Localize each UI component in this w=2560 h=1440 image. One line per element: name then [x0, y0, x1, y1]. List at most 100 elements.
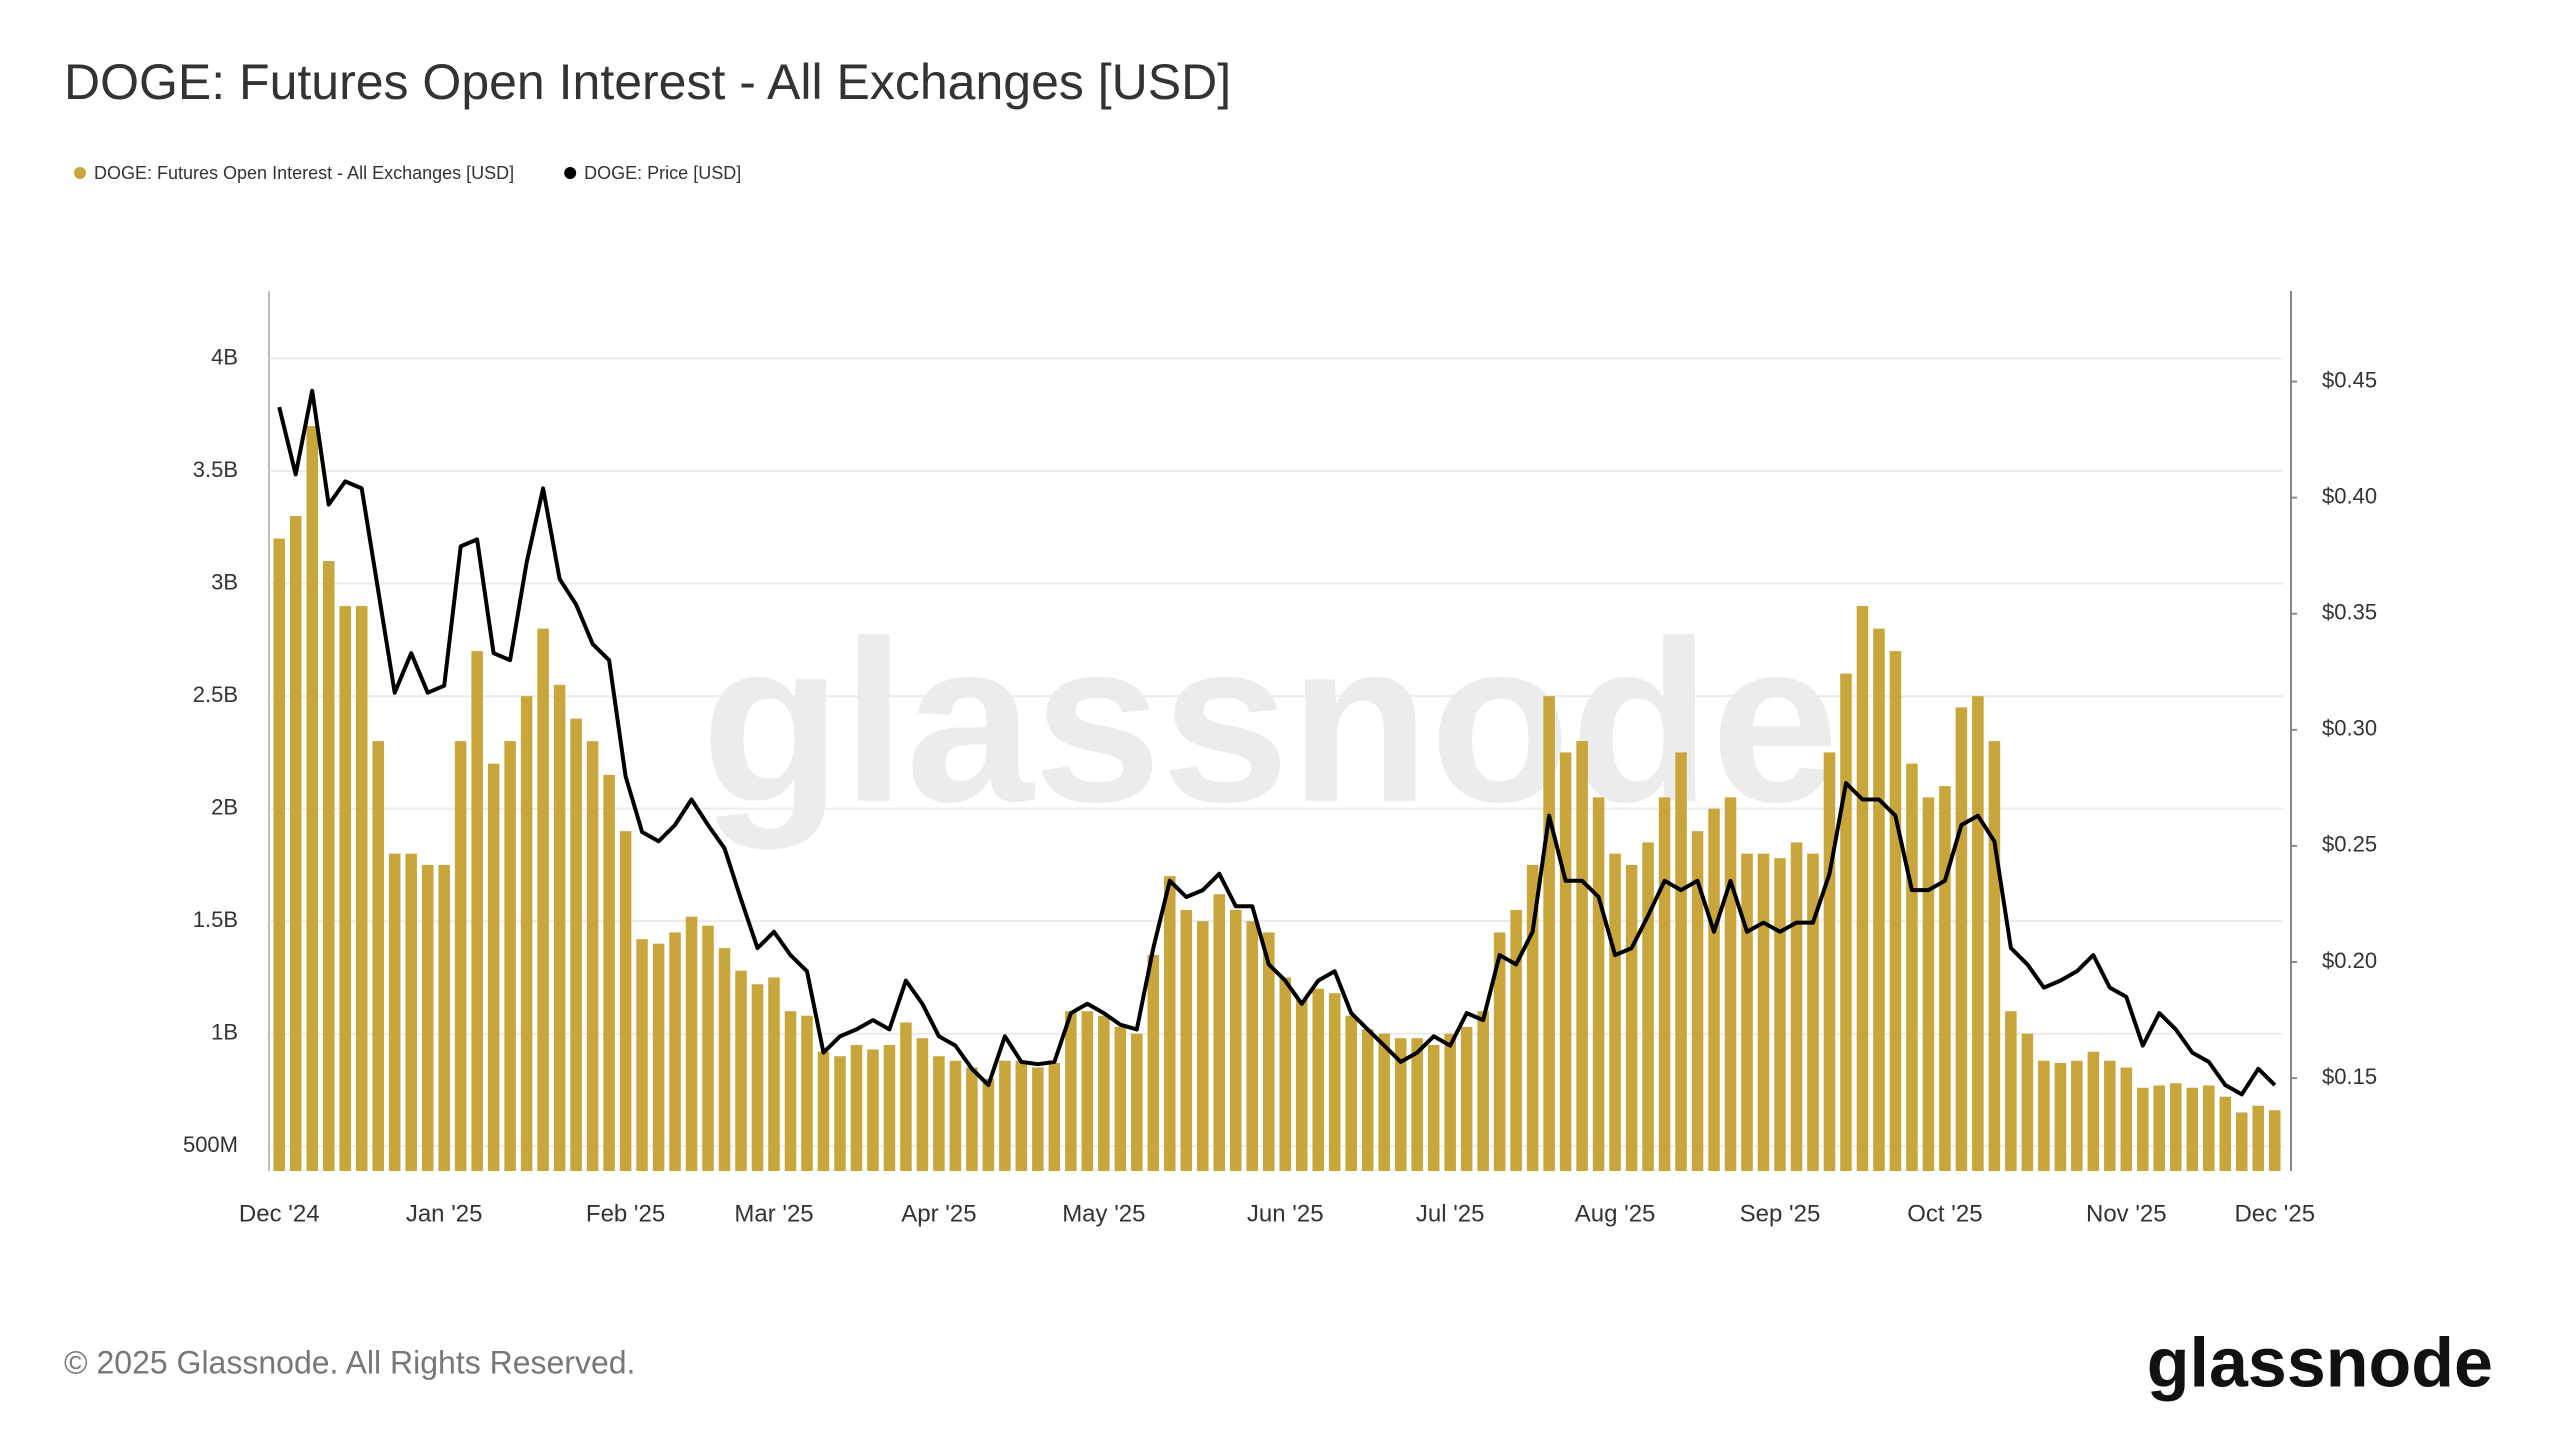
x-tick-label: Sep '25	[1740, 1200, 1821, 1227]
y-tick-label: 2.5B	[193, 682, 238, 707]
watermark: glassnode	[701, 593, 1839, 850]
bar	[586, 741, 599, 1171]
bar	[2005, 1011, 2017, 1171]
x-tick-label: Jul '25	[1416, 1200, 1485, 1227]
bar	[1493, 932, 1506, 1171]
bar	[1411, 1038, 1423, 1171]
bar	[1906, 763, 1918, 1171]
bar	[1939, 786, 1951, 1171]
bar	[2203, 1085, 2215, 1171]
y-tick-label: 3.5B	[193, 457, 238, 482]
bar	[1345, 1015, 1357, 1171]
bar	[306, 426, 319, 1172]
bar	[999, 1060, 1011, 1171]
y2-tick-label: $0.30	[2322, 716, 2377, 741]
x-tick-label: Dec '25	[2234, 1200, 2315, 1227]
bar	[2087, 1051, 2100, 1171]
bar	[2038, 1060, 2050, 1171]
bar	[949, 1060, 962, 1171]
bar	[1262, 932, 1275, 1171]
bar	[1032, 1067, 1044, 1171]
bar	[883, 1044, 896, 1171]
bar	[867, 1049, 879, 1171]
x-tick-label: May '25	[1062, 1200, 1145, 1227]
bar	[1114, 1026, 1127, 1171]
bar	[916, 1038, 929, 1171]
logo: glassnode	[2147, 1323, 2493, 1401]
y2-tick-label: $0.35	[2322, 600, 2377, 625]
bar	[933, 1056, 945, 1171]
bar	[1378, 1033, 1390, 1171]
bar	[982, 1078, 995, 1171]
bar	[1675, 752, 1687, 1171]
bar	[1741, 853, 1753, 1171]
bar	[2170, 1083, 2182, 1171]
bar	[2104, 1060, 2116, 1171]
bar	[1197, 921, 1209, 1171]
footer: © 2025 Glassnode. All Rights Reserved.	[64, 1344, 635, 1380]
bar	[1625, 864, 1638, 1171]
bar	[1988, 741, 2001, 1171]
bar	[1658, 797, 1671, 1171]
bar	[1131, 1033, 1143, 1171]
bar	[1510, 909, 1522, 1171]
bar	[1361, 1029, 1374, 1171]
x-tick-label: Mar '25	[734, 1200, 813, 1227]
bar	[900, 1022, 912, 1171]
bar	[1592, 797, 1605, 1171]
bar	[388, 853, 401, 1171]
y-tick-label: 1B	[211, 1020, 238, 1045]
x-tick-label: Oct '25	[1907, 1200, 1982, 1227]
y2-tick-label: $0.20	[2322, 948, 2377, 973]
bar	[2054, 1062, 2067, 1171]
x-tick-label: Feb '25	[586, 1200, 665, 1227]
bar	[652, 943, 665, 1171]
bar	[1642, 842, 1654, 1171]
y-tick-label: 3B	[211, 569, 238, 594]
bar	[702, 925, 714, 1171]
bar	[2153, 1085, 2166, 1171]
bar	[1394, 1038, 1407, 1171]
bar	[1427, 1044, 1440, 1171]
bar	[553, 684, 566, 1171]
bar	[1279, 977, 1292, 1171]
y-tick-label: 500M	[183, 1132, 238, 1157]
bar	[966, 1067, 978, 1171]
legend-swatch	[74, 167, 86, 179]
bar	[1823, 752, 1836, 1171]
bar	[471, 651, 483, 1171]
bar	[570, 718, 582, 1171]
bar	[801, 1015, 813, 1171]
bar	[834, 1056, 846, 1171]
bar	[273, 538, 286, 1171]
bar	[603, 774, 615, 1171]
bar	[850, 1044, 863, 1171]
bar	[1609, 853, 1621, 1171]
x-tick-label: Jan '25	[406, 1200, 483, 1227]
y2-tick-label: $0.25	[2322, 832, 2377, 857]
bar	[1065, 1011, 1077, 1171]
bar	[1477, 1011, 1489, 1171]
bar	[339, 606, 351, 1171]
bar	[1972, 696, 1984, 1171]
bar	[372, 741, 384, 1171]
x-tick-label: Aug '25	[1575, 1200, 1656, 1227]
bar	[487, 763, 500, 1171]
bar	[537, 628, 549, 1171]
bar	[1312, 988, 1325, 1171]
bar	[438, 864, 450, 1171]
bar	[2219, 1096, 2232, 1171]
bar	[1757, 853, 1770, 1171]
bar	[669, 932, 681, 1171]
bar	[1147, 954, 1160, 1171]
bar	[619, 831, 632, 1171]
bar	[1444, 1033, 1456, 1171]
price-line	[277, 388, 2277, 1097]
bar	[1526, 864, 1539, 1171]
bar	[322, 561, 335, 1171]
bar	[504, 741, 516, 1171]
bar	[685, 916, 698, 1171]
bar	[735, 970, 747, 1171]
x-tick-label: Jun '25	[1247, 1200, 1324, 1227]
bar	[1213, 894, 1226, 1171]
